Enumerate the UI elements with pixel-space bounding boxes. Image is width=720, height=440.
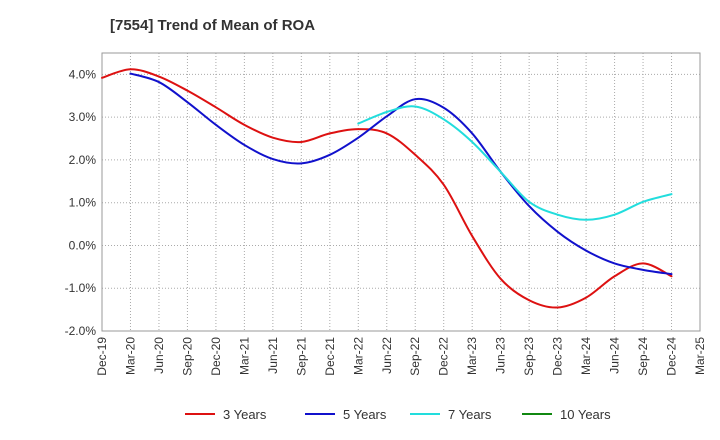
x-tick-label: Mar-24: [579, 337, 593, 375]
x-tick-label: Dec-23: [551, 337, 565, 376]
x-axis-ticks: Dec-19 Mar-20 Jun-20 Sep-20 Dec-20 Mar-21 Jun-…: [95, 337, 707, 376]
y-tick-label: -2.0%: [65, 324, 97, 338]
y-tick-label: 4.0%: [69, 67, 97, 81]
x-tick-label: Mar-23: [465, 337, 479, 375]
x-tick-label: Jun-23: [494, 337, 508, 374]
y-axis-ticks: 4.0% 3.0% 2.0% 1.0% 0.0% -1.0% -2.0%: [65, 67, 97, 338]
x-tick-label: Sep-24: [636, 337, 650, 376]
legend-label-3-years: 3 Years: [223, 407, 267, 422]
y-tick-label: 1.0%: [69, 196, 97, 210]
x-tick-label: Sep-21: [294, 337, 308, 376]
x-tick-label: Mar-22: [351, 337, 365, 375]
x-tick-label: Sep-20: [180, 337, 194, 376]
x-tick-label: Dec-22: [437, 337, 451, 376]
x-tick-label: Sep-22: [408, 337, 422, 376]
x-tick-label: Jun-22: [380, 337, 394, 374]
x-tick-label: Dec-20: [209, 337, 223, 376]
x-tick-label: Dec-24: [665, 337, 679, 376]
x-tick-label: Dec-19: [95, 337, 109, 376]
x-tick-label: Jun-24: [608, 337, 622, 374]
y-tick-label: 0.0%: [69, 238, 97, 252]
plot-area-frame: [101, 52, 701, 332]
series-line-3-years: [101, 68, 673, 309]
legend-label-7-years: 7 Years: [448, 407, 492, 422]
legend-label-10-years: 10 Years: [560, 407, 611, 422]
x-tick-label: Mar-20: [123, 337, 137, 375]
x-tick-label: Jun-21: [266, 337, 280, 374]
chart-grid: [102, 53, 700, 332]
series-lines: [101, 68, 673, 309]
x-tick-label: Dec-21: [323, 337, 337, 376]
x-tick-label: Sep-23: [522, 337, 536, 376]
y-tick-label: 3.0%: [69, 110, 97, 124]
series-line-5-years: [129, 72, 673, 276]
legend-label-5-years: 5 Years: [343, 407, 387, 422]
x-tick-label: Mar-25: [693, 337, 707, 375]
chart-legend: 3 Years 5 Years 7 Years 10 Years: [185, 407, 611, 422]
x-tick-label: Mar-21: [237, 337, 251, 375]
y-tick-label: 2.0%: [69, 153, 97, 167]
x-tick-label: Jun-20: [152, 337, 166, 374]
chart-title: [7554] Trend of Mean of ROA: [110, 17, 315, 34]
y-tick-label: -1.0%: [65, 281, 97, 295]
series-line-7-years: [357, 105, 673, 221]
